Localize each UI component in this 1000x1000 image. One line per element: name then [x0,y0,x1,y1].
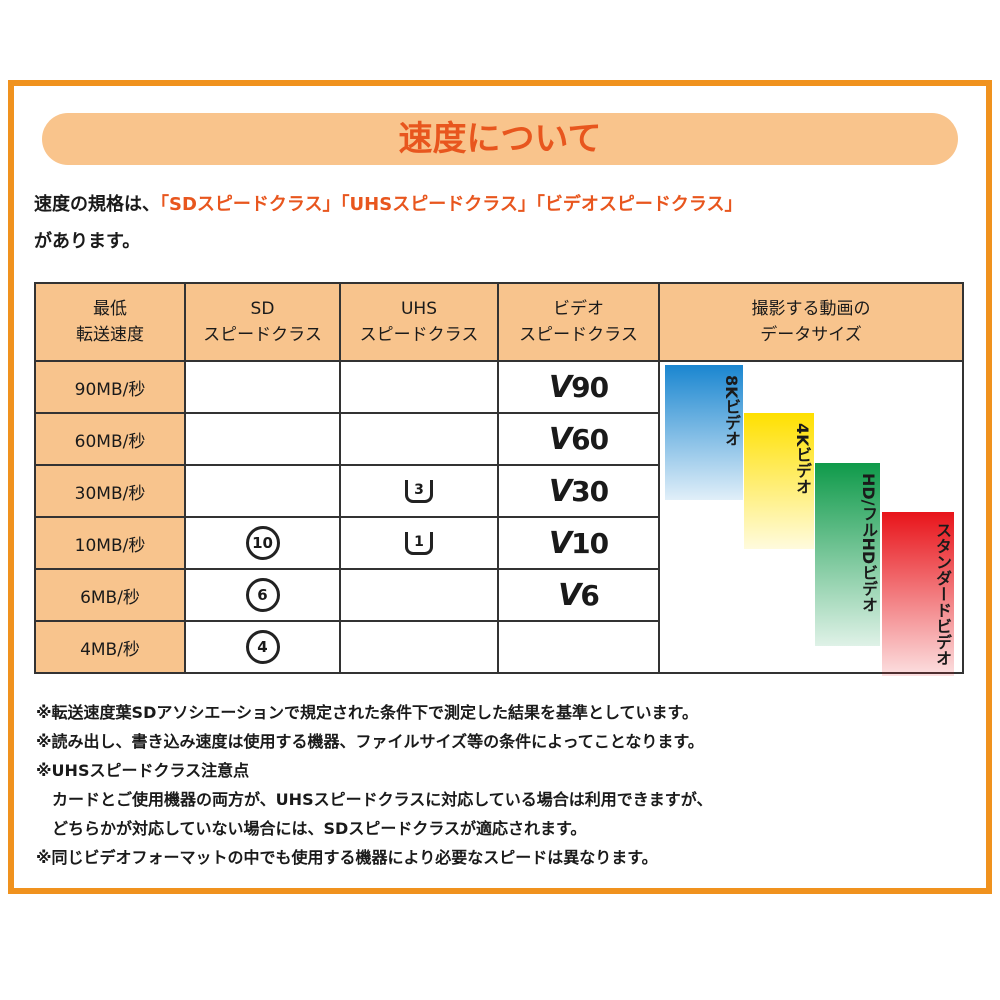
speed-cell: 60MB/秒 [34,412,186,466]
highlight-video: 「ビデオスピードクラス」 [535,194,743,215]
uhs-class-cell [339,412,499,466]
sd-class-cell: 10 [184,516,341,570]
video-class-cell: V60 [497,412,660,466]
sd-class-cell [184,412,341,466]
table-row: 30MB/秒 3 V30 [34,464,963,518]
video-class-cell: V30 [497,464,660,518]
note: ※転送速度葉SDアソシエーションで規定された条件下で測定した結果を基準としていま… [36,703,698,722]
table-row: 6MB/秒 6 V6 [34,568,963,622]
header-video: ビデオ スピードクラス [497,282,660,362]
note: ※読み出し、書き込み速度は使用する機器、ファイルサイズ等の条件によってことなりま… [36,732,704,751]
highlight-sd: 「SDスピードクラス」 [160,194,341,215]
note: カードとご使用機器の両方が、UHSスピードクラスに対応している場合は利用できます… [52,790,713,809]
page-frame [8,80,992,894]
sd-class-cell: 6 [184,568,341,622]
table-row: 90MB/秒 V90 8Kビデオ 4Kビデオ HD/フルHDビデオ スタンダードビデオ [34,360,964,676]
header-min-speed: 最低 転送速度 [34,282,186,362]
notes: ※転送速度葉SDアソシエーションで規定された条件下で測定した結果を基準としていま… [36,698,712,872]
video-class-icon: V60 [548,421,609,457]
speed-cell: 4MB/秒 [34,620,186,674]
video-class-cell: V10 [497,516,660,570]
table-row: 60MB/秒 V60 [34,412,963,466]
video-class-icon: V30 [548,473,609,509]
video-class-icon: V90 [548,369,609,405]
sd-class-icon: 10 [245,526,280,560]
table-row: 4MB/秒 4 [34,620,963,674]
header-uhs: UHS スピードクラス [339,282,499,362]
speed-class-table: 最低 転送速度 SD スピードクラス UHS スピードクラス ビデオ スピードクラス 撮… [34,282,964,676]
sd-class-cell: 4 [184,620,341,674]
data-size-bar: 4Kビデオ [744,413,814,549]
uhs-class-cell [339,360,499,414]
sd-class-cell [184,360,341,414]
table-row: 10MB/秒 10 1 V10 [34,516,963,570]
video-class-icon: V10 [548,525,609,561]
sd-class-icon: 6 [245,578,280,612]
table-header: 最低 転送速度 SD スピードクラス UHS スピードクラス ビデオ スピードクラス 撮… [34,282,964,362]
video-class-cell [497,620,660,674]
page-title: 速度について [42,113,958,165]
highlight-uhs: 「UHSスピードクラス」 [340,194,536,215]
speed-cell: 30MB/秒 [34,464,186,518]
uhs-class-cell [339,620,499,674]
video-class-icon: V6 [558,577,600,613]
sd-class-icon: 4 [245,630,280,664]
uhs-class-cell: 1 [339,516,499,570]
note: ※UHSスピードクラス注意点 [36,761,250,780]
header-data-size: 撮影する動画の データサイズ [658,282,964,362]
speed-cell: 6MB/秒 [34,568,186,622]
intro-suffix: があります。 [34,231,141,252]
uhs-class-cell: 3 [339,464,499,518]
data-size-bar: スタンダードビデオ [882,512,954,676]
data-size-chart: 8Kビデオ 4Kビデオ HD/フルHDビデオ スタンダードビデオ [658,360,964,676]
sd-class-cell [184,464,341,518]
note: ※同じビデオフォーマットの中でも使用する機器により必要なスピードは異なります。 [36,848,658,867]
speed-cell: 90MB/秒 [34,360,186,414]
header-sd: SD スピードクラス [184,282,341,362]
uhs-class-cell [339,568,499,622]
data-size-bar: 8Kビデオ [665,365,743,500]
video-class-cell: V6 [497,568,660,622]
uhs-class-icon: 3 [405,480,433,503]
video-class-cell: V90 [497,360,660,414]
intro-prefix: 速度の規格は、 [34,194,160,215]
intro-text: 速度の規格は、「SDスピードクラス」「UHSスピードクラス」「ビデオスピードクラ… [34,186,742,260]
note: どちらかが対応していない場合には、SDスピードクラスが適応されます。 [52,819,587,838]
data-size-bar: HD/フルHDビデオ [815,463,880,646]
uhs-class-icon: 1 [405,532,433,555]
speed-cell: 10MB/秒 [34,516,186,570]
